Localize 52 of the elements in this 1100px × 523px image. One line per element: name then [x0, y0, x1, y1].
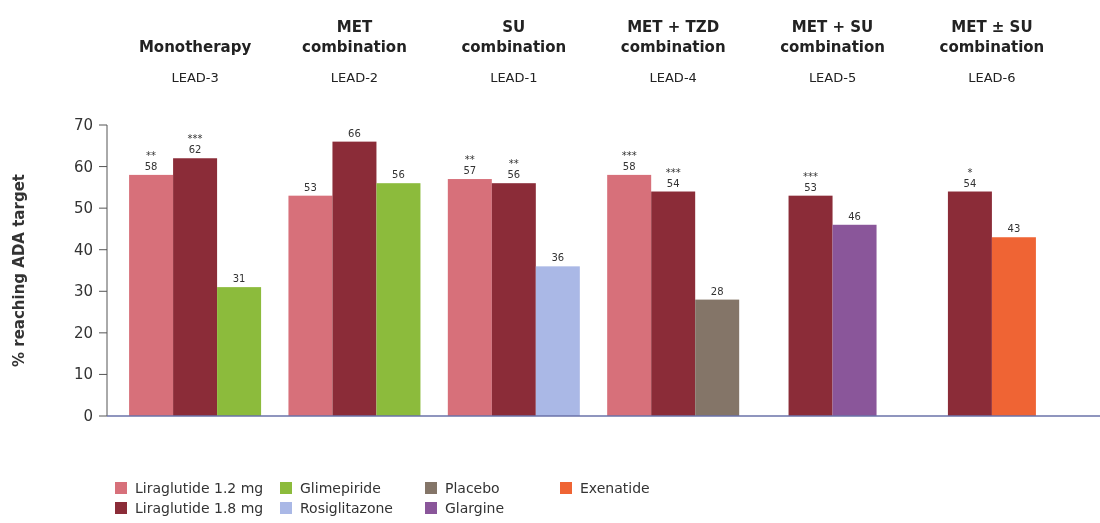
bar: [607, 174, 652, 416]
legend-label: Liraglutide 1.8 mg: [135, 500, 264, 516]
bar: [376, 183, 421, 416]
data-label: * 54: [963, 166, 977, 189]
data-label: 28: [710, 285, 724, 297]
bar: [332, 141, 377, 416]
data-label: 53: [304, 181, 317, 193]
bar: [651, 191, 696, 416]
bar: [991, 237, 1036, 416]
x-tick-label: Monotherapy LEAD-3: [138, 38, 252, 85]
bar: [129, 174, 174, 416]
bar: [447, 179, 492, 416]
legend-label: Rosiglitazone: [300, 500, 393, 516]
legend-label: Liraglutide 1.2 mg: [135, 480, 264, 496]
data-label: 36: [551, 252, 565, 264]
y-tick-label: 70: [73, 116, 93, 134]
bar: [288, 195, 333, 416]
data-label: ** 57: [463, 154, 477, 177]
bar: [491, 183, 536, 416]
x-tick-label: SU combination LEAD-1: [461, 18, 567, 85]
data-label: ** 56: [507, 158, 521, 181]
y-axis-title: % reaching ADA target: [10, 174, 28, 367]
data-label: 46: [848, 210, 861, 222]
data-label: 31: [232, 273, 246, 285]
y-tick-label: 40: [73, 240, 93, 259]
data-label: *** 62: [187, 133, 203, 156]
data-label: 43: [1007, 223, 1021, 235]
x-tick-label: MET + TZD combination LEAD-4: [620, 18, 726, 85]
legend-label: Placebo: [445, 480, 500, 496]
data-label: 56: [392, 169, 405, 181]
legend-label: Glimepiride: [300, 480, 381, 496]
bar: [832, 224, 877, 416]
data-label: ** 58: [144, 149, 158, 172]
data-label: *** 53: [803, 170, 819, 193]
x-tick-label: MET combination LEAD-2: [302, 18, 407, 85]
y-tick-label: 0: [83, 407, 93, 425]
x-tick-label: MET + SU combination LEAD-5: [780, 18, 885, 85]
data-label: *** 58: [621, 149, 637, 172]
y-tick-label: 60: [73, 157, 93, 176]
bar: [217, 287, 262, 416]
legend-label: Glargine: [445, 500, 505, 516]
legend-label: Exenatide: [580, 480, 650, 496]
bar: [695, 299, 740, 416]
bar: [535, 266, 580, 416]
y-tick-label: 10: [73, 365, 93, 384]
bar: [173, 158, 218, 416]
x-tick-label: MET ± SU combination LEAD-6: [939, 18, 1045, 85]
data-label: *** 54: [665, 166, 681, 189]
y-tick-label: 50: [73, 199, 93, 218]
y-tick-label: 30: [73, 282, 93, 301]
y-tick-label: 20: [73, 323, 93, 342]
data-label: 66: [348, 127, 361, 139]
